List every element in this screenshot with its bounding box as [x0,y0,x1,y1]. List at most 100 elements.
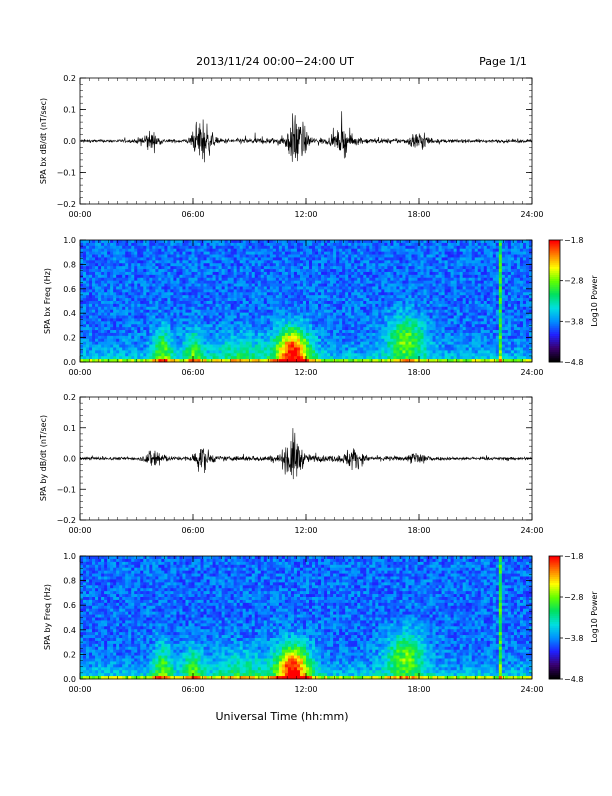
bx-spec-cell [219,255,222,258]
bx-spec-cell [318,313,321,316]
bx-spec-cell [306,246,309,249]
bx-spec-cell [360,286,363,289]
bx-spec-cell [237,246,240,249]
bx-spec-cell [381,249,384,252]
bx-spec-cell [152,286,155,289]
bx-spec-cell [282,269,285,272]
bx-spec-cell [249,295,252,298]
bx-spec-cell [86,345,89,348]
bx-spec-cell [348,313,351,316]
bx-spec-cell [345,350,348,353]
bx-spec-cell [255,246,258,249]
bx-spec-cell [207,292,210,295]
bx-spec-cell [312,281,315,284]
bx-spec-cell [191,275,194,278]
bx-spec-cell [98,284,101,287]
bx-spec-cell [267,249,270,252]
bx-spec-cell [330,310,333,313]
bx-spec-cell [396,286,399,289]
bx-spec-cell [134,339,137,342]
bx-spec-cell [95,292,98,295]
bx-spec-cell [390,260,393,263]
bx-spec-cell [179,318,182,321]
bx-time-xtick-label: 00:00 [68,210,91,219]
bx-spec-cell [122,304,125,307]
bx-spec-cell [390,286,393,289]
bx-spec-cell [396,281,399,284]
bx-spec-cell [360,336,363,339]
bx-spec-cell [80,289,83,292]
bx-spec-cell [167,272,170,275]
bx-spec-cell [173,292,176,295]
bx-spec-cell [240,292,243,295]
bx-spec-cell [185,286,188,289]
bx-spec-cell [225,307,228,310]
bx-spec-cell [264,278,267,281]
bx-spec-cell [149,289,152,292]
bx-spec-cell [297,345,300,348]
bx-spec-cell [113,333,116,336]
bx-spec-cell [152,347,155,350]
bx-spec-cell [369,307,372,310]
bx-spec-cell [384,298,387,301]
bx-spec-cell [282,240,285,243]
bx-spec-cell [137,318,140,321]
bx-spec-cell [80,350,83,353]
bx-spec-cell [342,275,345,278]
bx-spec-cell [421,330,424,333]
bx-spec-cell [399,246,402,249]
bx-spec-cell [255,286,258,289]
bx-spec-cell [393,266,396,269]
bx-spec-cell [273,263,276,266]
bx-spec-cell [155,246,158,249]
bx-spec-cell [161,243,164,246]
bx-spec-cell [167,307,170,310]
bx-spec-cell [417,266,420,269]
bx-spec-cell [113,327,116,330]
bx-spec-cell [179,278,182,281]
bx-spec-cell [125,295,128,298]
bx-spec-cell [173,304,176,307]
bx-spec-cell [333,316,336,319]
bx-spec-cell [333,313,336,316]
bx-spec-cell [348,272,351,275]
bx-spec-cell [161,324,164,327]
bx-spec-cell [110,356,113,359]
bx-spec-cell [297,243,300,246]
bx-spec-cell [155,243,158,246]
bx-spec-cell [424,240,427,243]
bx-spec-cell [399,240,402,243]
bx-spec-cell [243,330,246,333]
bx-spec-cell [219,266,222,269]
bx-spec-cell [288,327,291,330]
bx-spec-cell [198,350,201,353]
bx-spec-cell [134,321,137,324]
bx-spec-cell [342,278,345,281]
bx-spec-cell [143,301,146,304]
bx-spec-cell [294,260,297,263]
bx-spec-cell [207,316,210,319]
bx-spec-cell [95,347,98,350]
bx-spec-cell [348,330,351,333]
bx-spec-cell [128,278,131,281]
bx-spec-cell [164,286,167,289]
bx-spec-cell [173,246,176,249]
bx-spec-cell [294,356,297,359]
bx-spec-cell [225,301,228,304]
bx-spec-cell [219,272,222,275]
bx-spec-cell [155,292,158,295]
bx-spec-cell [240,310,243,313]
bx-spec-cell [417,289,420,292]
bx-spec-cell [390,246,393,249]
bx-spec-cell [312,275,315,278]
bx-spec-cell [170,350,173,353]
bx-spec-cell [424,281,427,284]
bx-spec-cell [291,278,294,281]
bx-spec-cell [137,304,140,307]
bx-spec-cell [188,307,191,310]
bx-spec-cell [249,350,252,353]
bx-spec-cell [92,263,95,266]
bx-spec-cell [240,298,243,301]
bx-spec-cell [119,339,122,342]
bx-spec-cell [158,243,161,246]
